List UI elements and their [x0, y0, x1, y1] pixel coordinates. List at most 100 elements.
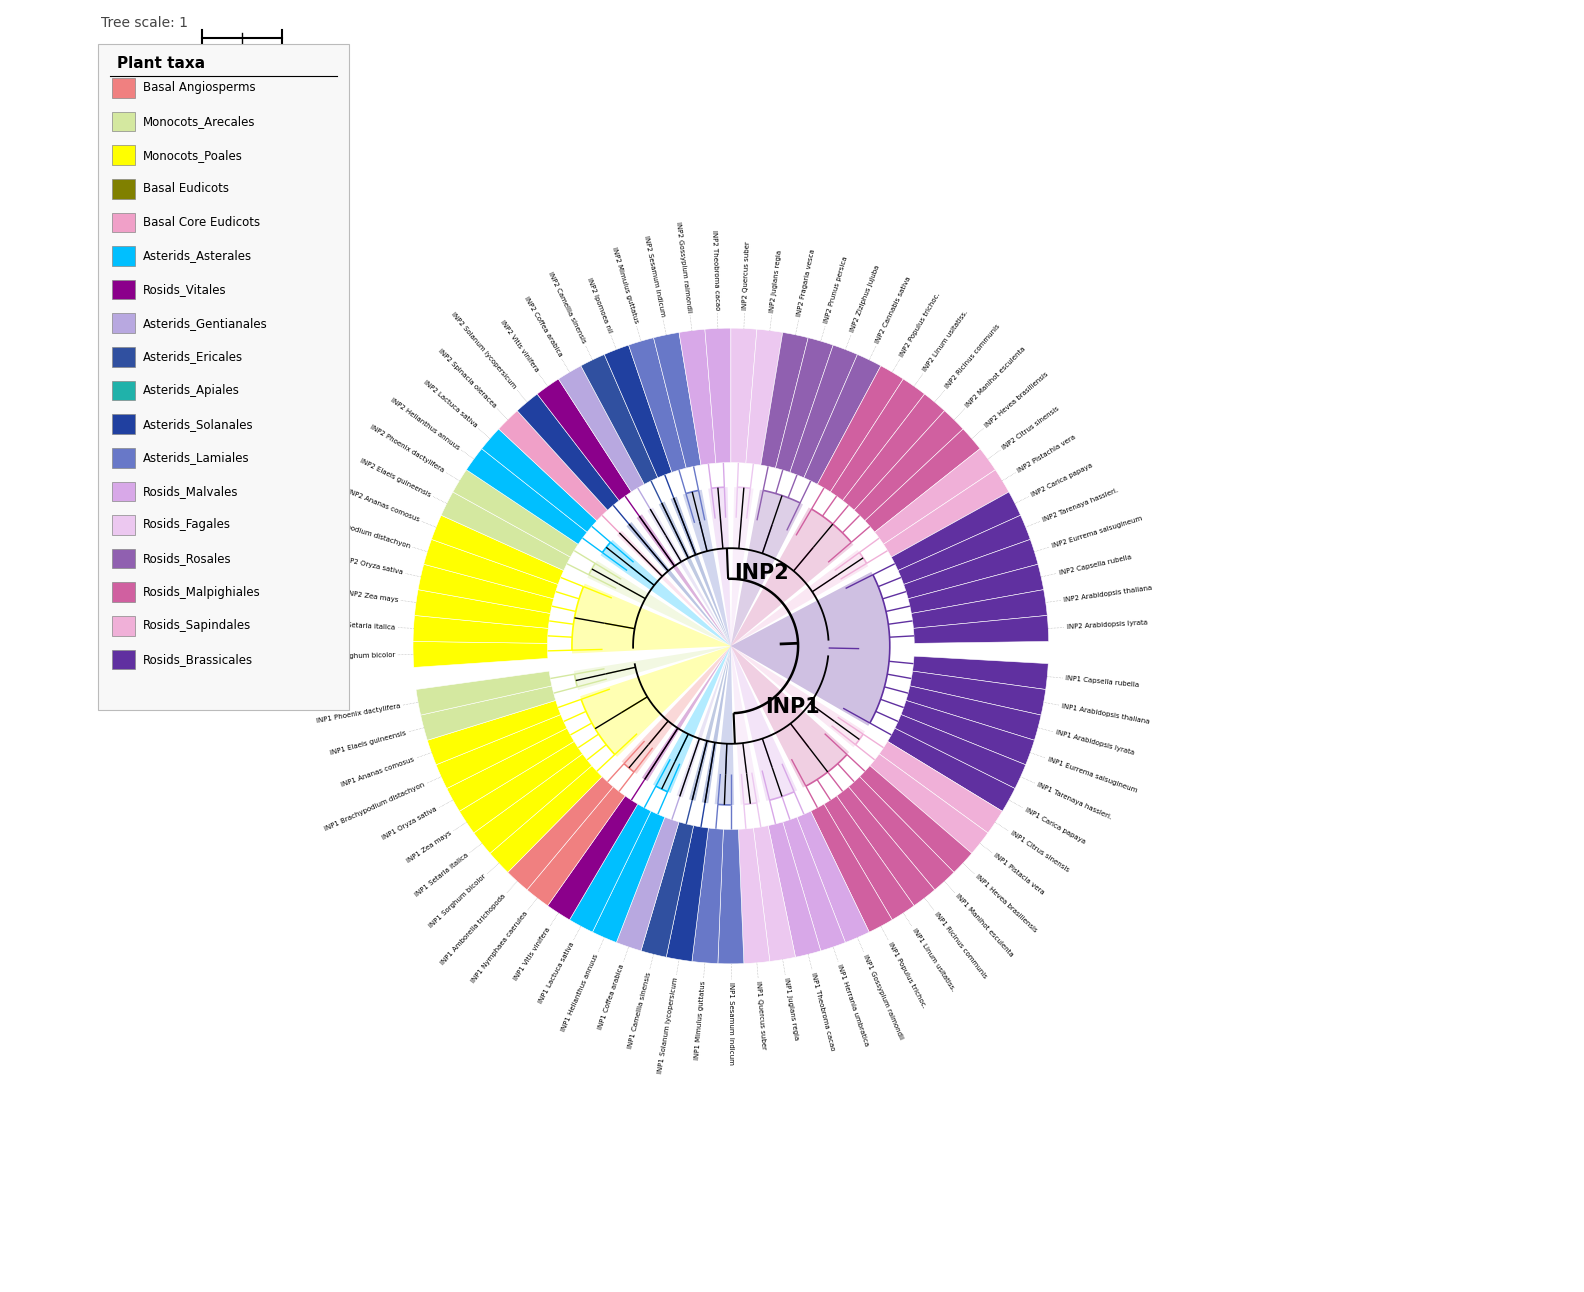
Text: Plant taxa: Plant taxa	[117, 56, 204, 71]
Text: INP2 Juglans regia: INP2 Juglans regia	[770, 249, 782, 313]
Text: INP1 Pistacia vera: INP1 Pistacia vera	[993, 853, 1045, 895]
Text: INP2 Pistachia vera: INP2 Pistachia vera	[1017, 434, 1077, 474]
Text: Rosids_Vitales: Rosids_Vitales	[143, 283, 227, 296]
Wedge shape	[824, 796, 914, 920]
Text: INP2 Lactuca sativa: INP2 Lactuca sativa	[421, 380, 478, 429]
Wedge shape	[836, 787, 935, 906]
Text: INP1 Lactuca sativa: INP1 Lactuca sativa	[537, 941, 575, 1004]
Wedge shape	[413, 615, 548, 643]
Wedge shape	[659, 501, 730, 646]
FancyBboxPatch shape	[112, 280, 136, 300]
Wedge shape	[482, 429, 597, 532]
Wedge shape	[884, 470, 1009, 557]
Text: INP1 Capsella rubella: INP1 Capsella rubella	[1064, 676, 1139, 689]
Text: Asterids_Asterales: Asterids_Asterales	[143, 249, 252, 262]
Wedge shape	[811, 804, 892, 932]
Text: INP2 Ananas comosus: INP2 Ananas comosus	[347, 488, 420, 523]
Text: INP2 Ipomoea nil: INP2 Ipomoea nil	[586, 276, 613, 333]
Wedge shape	[692, 828, 724, 964]
Text: Monocots_Arecales: Monocots_Arecales	[143, 115, 255, 128]
Text: Rosids_Fagales: Rosids_Fagales	[143, 518, 231, 531]
Wedge shape	[730, 487, 754, 646]
Wedge shape	[423, 539, 558, 598]
Text: INP1 Hevea brasiliensis: INP1 Hevea brasiliensis	[974, 873, 1038, 934]
Wedge shape	[718, 829, 744, 964]
Text: Rosids_Sapindales: Rosids_Sapindales	[143, 619, 252, 632]
Wedge shape	[626, 522, 730, 646]
FancyBboxPatch shape	[112, 482, 136, 501]
Wedge shape	[508, 776, 613, 890]
Wedge shape	[676, 646, 730, 797]
Wedge shape	[428, 700, 561, 765]
Wedge shape	[474, 753, 592, 853]
Wedge shape	[413, 641, 548, 668]
Wedge shape	[912, 656, 1049, 690]
Wedge shape	[616, 817, 680, 951]
FancyBboxPatch shape	[112, 314, 136, 333]
FancyBboxPatch shape	[112, 583, 136, 602]
Text: INP2 Cannabis sativa: INP2 Cannabis sativa	[874, 276, 912, 345]
Wedge shape	[898, 516, 1030, 584]
Text: INP1 Herrania umbratica: INP1 Herrania umbratica	[836, 964, 870, 1047]
Text: INP1 Brachypodium distachyon: INP1 Brachypodium distachyon	[323, 782, 426, 832]
FancyBboxPatch shape	[112, 348, 136, 367]
Text: INP2 Manihot esculenta: INP2 Manihot esculenta	[965, 346, 1026, 408]
Text: INP1 Tarenaya hassleri.: INP1 Tarenaya hassleri.	[1036, 782, 1112, 820]
FancyBboxPatch shape	[112, 616, 136, 636]
Text: Basal Angiosperms: Basal Angiosperms	[143, 81, 255, 94]
Wedge shape	[642, 822, 694, 957]
Text: Tree scale: 1: Tree scale: 1	[101, 17, 188, 31]
Text: INP1 Ricinus communis: INP1 Ricinus communis	[933, 911, 988, 979]
Wedge shape	[865, 429, 980, 532]
FancyBboxPatch shape	[112, 549, 136, 568]
Text: INP1 Manihot esculenta: INP1 Manihot esculenta	[955, 893, 1015, 959]
Wedge shape	[489, 766, 602, 872]
Text: Monocots_Poales: Monocots_Poales	[143, 149, 242, 162]
Text: Asterids_Ericales: Asterids_Ericales	[143, 350, 242, 363]
Text: INP2: INP2	[733, 562, 789, 583]
Wedge shape	[843, 394, 944, 510]
Text: INP2 Brachypodium distachyon: INP2 Brachypodium distachyon	[304, 512, 410, 549]
Text: INP2 Ziziphus jujuba: INP2 Ziziphus jujuba	[849, 265, 881, 333]
Wedge shape	[705, 328, 730, 464]
Text: INP1 Linum usitatiss.: INP1 Linum usitatiss.	[911, 926, 955, 992]
Text: INP2 Linum usitatiss.: INP2 Linum usitatiss.	[922, 310, 969, 373]
Wedge shape	[730, 508, 854, 646]
FancyBboxPatch shape	[112, 78, 136, 98]
Wedge shape	[895, 714, 1026, 788]
Text: INP1 Mimulus guttatus: INP1 Mimulus guttatus	[694, 981, 706, 1061]
Wedge shape	[782, 817, 846, 951]
Text: INP1 Camellia sinensis: INP1 Camellia sinensis	[627, 972, 653, 1049]
FancyBboxPatch shape	[112, 516, 136, 535]
Wedge shape	[600, 540, 730, 646]
Wedge shape	[683, 490, 730, 646]
Wedge shape	[879, 742, 1003, 833]
Text: INP2 Arabidopsis thaliana: INP2 Arabidopsis thaliana	[1063, 585, 1153, 603]
Wedge shape	[527, 787, 626, 906]
Text: INP2 Theobroma cacao: INP2 Theobroma cacao	[711, 230, 721, 310]
Text: INP1: INP1	[765, 698, 819, 717]
Wedge shape	[499, 411, 608, 521]
Wedge shape	[874, 448, 995, 544]
Wedge shape	[442, 492, 570, 571]
Wedge shape	[537, 379, 632, 500]
Wedge shape	[629, 337, 686, 473]
Text: INP1 Theobroma cacao: INP1 Theobroma cacao	[809, 972, 835, 1050]
Wedge shape	[849, 776, 954, 890]
Wedge shape	[860, 766, 971, 872]
Text: INP1 Solanum lycopersicum: INP1 Solanum lycopersicum	[657, 977, 680, 1075]
Text: Basal Core Eudicots: Basal Core Eudicots	[143, 216, 260, 229]
FancyBboxPatch shape	[112, 180, 136, 199]
Wedge shape	[714, 646, 733, 805]
Wedge shape	[559, 366, 645, 492]
Wedge shape	[892, 492, 1020, 571]
Text: INP2 Mimulus guttatus: INP2 Mimulus guttatus	[610, 247, 638, 324]
Wedge shape	[730, 550, 868, 646]
Text: INP1 Sorghum bicolor: INP1 Sorghum bicolor	[428, 873, 488, 929]
FancyBboxPatch shape	[112, 448, 136, 468]
Wedge shape	[760, 332, 808, 468]
Wedge shape	[805, 354, 881, 484]
Text: INP2 Coffea arabica: INP2 Coffea arabica	[523, 296, 562, 358]
Wedge shape	[459, 742, 583, 833]
Text: INP2 Capsella rubella: INP2 Capsella rubella	[1058, 554, 1133, 576]
